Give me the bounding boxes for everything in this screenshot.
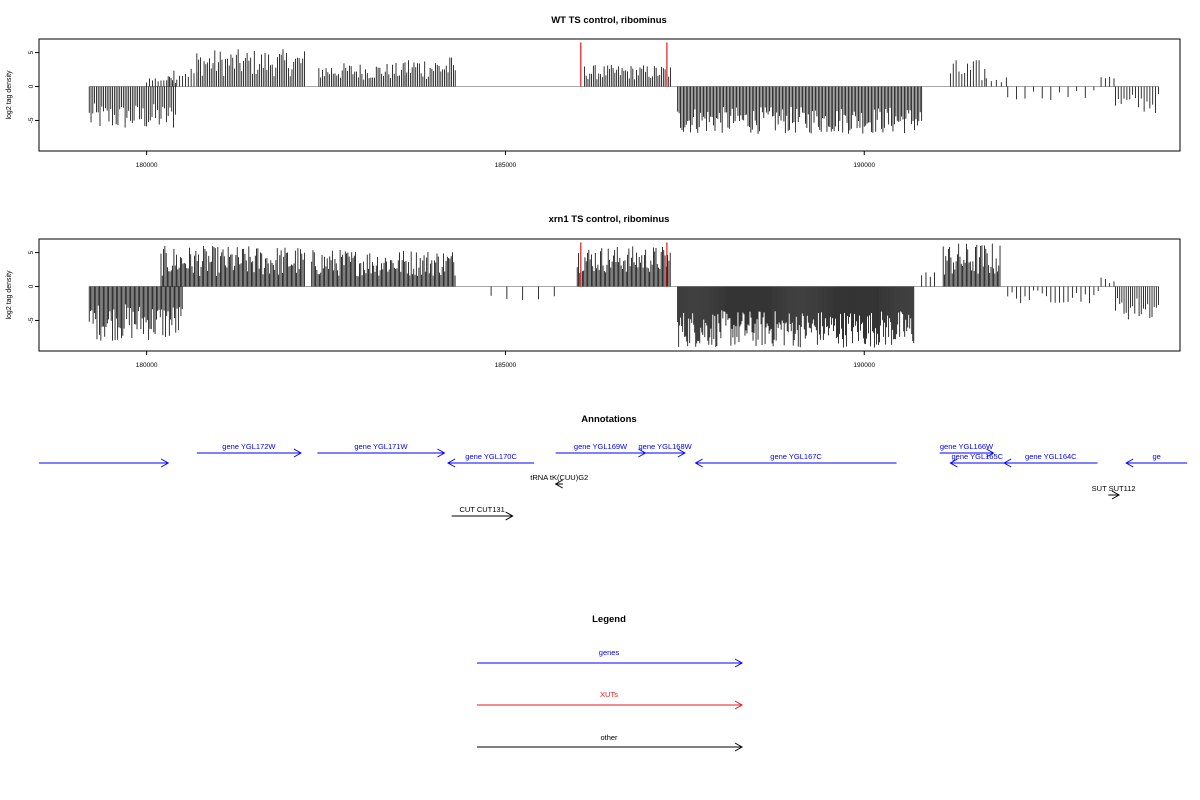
feature-label: gene YGL170C <box>465 452 517 461</box>
feature-arrow-head <box>437 448 446 458</box>
legend-label: XUTs <box>600 690 618 699</box>
annotation-feature: gene YGL167C <box>694 452 897 468</box>
x-tick-label: 185000 <box>495 162 517 169</box>
feature-arrow-head <box>694 458 703 468</box>
legend-item-xuts: XUTs <box>477 690 744 710</box>
feature-label: ge <box>1153 452 1161 461</box>
feature-arrow-head <box>986 448 995 458</box>
annotation-feature: gene YGL166W <box>939 442 995 458</box>
y-tick-label: -5 <box>28 117 35 123</box>
feature-label: CUT CUT131 <box>459 505 504 514</box>
x-tick-label: 180000 <box>136 362 158 369</box>
annotation-feature: ge <box>1125 452 1188 468</box>
x-tick-label: 190000 <box>853 362 875 369</box>
annotation-feature: gene YGL169W <box>555 442 647 458</box>
legend: Legend genes XUTs other <box>477 614 744 752</box>
feature-arrow-head <box>1125 458 1134 468</box>
density-bars <box>88 242 1159 348</box>
xrn1-density-panel: xrn1 TS control, ribominus log2 tag dens… <box>6 214 1181 369</box>
y-tick-label: 0 <box>28 84 35 88</box>
annotation-feature: gene YGL170C <box>447 452 535 468</box>
y-tick-label: 5 <box>28 50 35 54</box>
annotation-feature: gene YGL164C <box>1003 452 1098 468</box>
feature-label: gene YGL167C <box>770 452 822 461</box>
y-tick-label: -5 <box>28 317 35 323</box>
annotation-feature: gene YGL165C <box>949 452 1005 468</box>
feature-arrow-head <box>293 448 302 458</box>
plot-frame <box>38 38 1181 152</box>
annotations-track: Annotations gene YGL172W gene YGL171Wgene… <box>39 414 1188 521</box>
feature-label: gene YGL164C <box>1025 452 1077 461</box>
annotation-feature: tRNA tK(CUU)G2 <box>530 473 588 489</box>
feature-label: gene YGL168W <box>638 442 692 451</box>
x-tick-label: 180000 <box>136 162 158 169</box>
feature-arrow-head <box>1003 458 1012 468</box>
feature-arrow-head <box>677 448 686 458</box>
axis-ticks: 5 0 -5 180000 185000 190000 <box>28 50 875 169</box>
legend-arrow-head <box>734 742 744 752</box>
feature-label: gene YGL169W <box>574 442 628 451</box>
feature-arrow-head <box>505 511 514 521</box>
annotation-feature <box>39 458 170 468</box>
wt-density-panel: WT TS control, ribominus log2 tag densit… <box>6 15 1181 169</box>
feature-label: gene YGL165C <box>951 452 1003 461</box>
feature-arrow-head <box>554 479 563 489</box>
feature-label: gene YGL172W <box>222 442 276 451</box>
plot-frame <box>38 238 1181 352</box>
feature-arrow-head <box>160 458 170 468</box>
feature-label: SUT SUT112 <box>1092 484 1136 493</box>
x-tick-label: 190000 <box>853 162 875 169</box>
y-tick-label: 0 <box>28 284 35 288</box>
annotation-feature: gene YGL172W <box>196 442 302 458</box>
feature-label: gene YGL171W <box>354 442 408 451</box>
legend-arrow-head <box>734 658 744 668</box>
annotation-feature: SUT SUT112 <box>1092 484 1136 500</box>
feature-arrow-head <box>447 458 456 468</box>
feature-label: gene YGL166W <box>940 442 994 451</box>
legend-item-genes: genes <box>477 648 744 668</box>
panel-title: WT TS control, ribominus <box>551 15 667 26</box>
feature-label: tRNA tK(CUU)G2 <box>530 473 588 482</box>
feature-arrow-head <box>1111 490 1121 500</box>
annotation-feature: CUT CUT131 <box>451 505 514 521</box>
panel-title: xrn1 TS control, ribominus <box>549 214 670 225</box>
y-axis-label: log2 tag density <box>6 270 13 320</box>
legend-label: genes <box>599 648 620 657</box>
annotation-features: gene YGL172W gene YGL171W gene YGL170C gene… <box>39 442 1188 521</box>
legend-item-other: other <box>477 733 744 752</box>
legend-arrow-head <box>734 700 744 710</box>
legend-label: other <box>600 733 618 742</box>
annotation-feature: gene YGL168W <box>638 442 693 458</box>
density-bars <box>88 42 1159 134</box>
legend-title: Legend <box>592 614 626 625</box>
feature-arrow-head <box>949 458 958 468</box>
axis-ticks: 5 0 -5 180000 185000 190000 <box>28 250 875 369</box>
y-tick-label: 5 <box>28 250 35 254</box>
annotation-feature: gene YGL171W <box>317 442 446 458</box>
annotations-title: Annotations <box>581 414 636 425</box>
x-tick-label: 185000 <box>495 362 517 369</box>
y-axis-label: log2 tag density <box>6 70 13 120</box>
